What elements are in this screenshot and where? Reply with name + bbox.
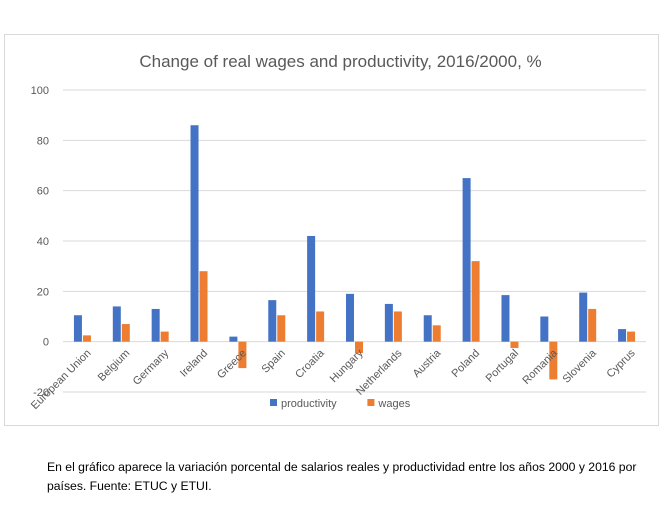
bar-productivity [307,235,316,342]
legend-swatch-productivity [270,399,277,406]
bar-wages [549,341,558,380]
bar-productivity [540,316,549,342]
bar-wages [627,331,636,342]
bar-productivity [151,308,160,342]
y-tick-label: 20 [37,286,49,298]
bar-productivity [384,303,393,342]
legend-swatch-wages [367,399,375,406]
bar-wages [510,341,519,348]
bar-productivity [501,295,510,342]
x-tick-label: Poland [450,347,483,380]
x-tick-label: Germany [131,347,172,388]
bar-chart: Change of real wages and productivity, 2… [29,52,646,412]
y-tick-label: 0 [43,337,49,349]
bar-productivity [462,178,471,342]
chart-caption: En el gráfico aparece la variación porce… [47,460,637,493]
x-tick-label: Austria [411,347,444,380]
bar-wages [316,311,325,342]
x-tick-label: Slovenia [560,347,599,386]
bar-wages [160,331,169,342]
y-tick-label: 60 [37,186,49,198]
x-tick-label: Belgium [96,347,133,384]
y-tick-label: 40 [37,236,49,248]
bar-productivity [73,315,82,342]
bar-wages [82,335,91,342]
legend-label-productivity: productivity [281,398,337,410]
x-tick-label: Croatia [293,347,327,381]
x-tick-label: European Union [29,347,94,412]
bar-wages [121,324,130,342]
bar-productivity [579,292,588,342]
y-tick-label: -20 [33,387,49,399]
legend-label-wages: wages [377,398,410,410]
bar-productivity [190,125,199,342]
y-tick-label: 80 [37,135,49,147]
bar-wages [277,315,286,342]
bar-productivity [346,293,354,342]
bar-wages [432,325,441,342]
bar-productivity [423,315,432,342]
bar-productivity [268,300,277,342]
x-tick-label: Cyprus [605,347,638,380]
chart-title: Change of real wages and productivity, 2… [139,52,541,71]
x-tick-label: Ireland [178,347,210,379]
bar-productivity [229,336,238,342]
bar-wages [238,341,247,369]
bar-productivity [618,329,627,342]
x-tick-label: Portugal [484,347,521,384]
bar-productivity [112,306,121,342]
bar-wages [588,308,597,342]
bar-wages [393,311,402,342]
bar-wages [355,341,363,353]
bar-wages [199,271,208,342]
y-tick-label: 100 [31,85,49,97]
chart-area: Change of real wages and productivity, 2… [4,34,659,426]
bar-wages [471,261,480,342]
x-tick-label: Hungary [328,347,366,385]
x-tick-label: Spain [260,347,288,375]
